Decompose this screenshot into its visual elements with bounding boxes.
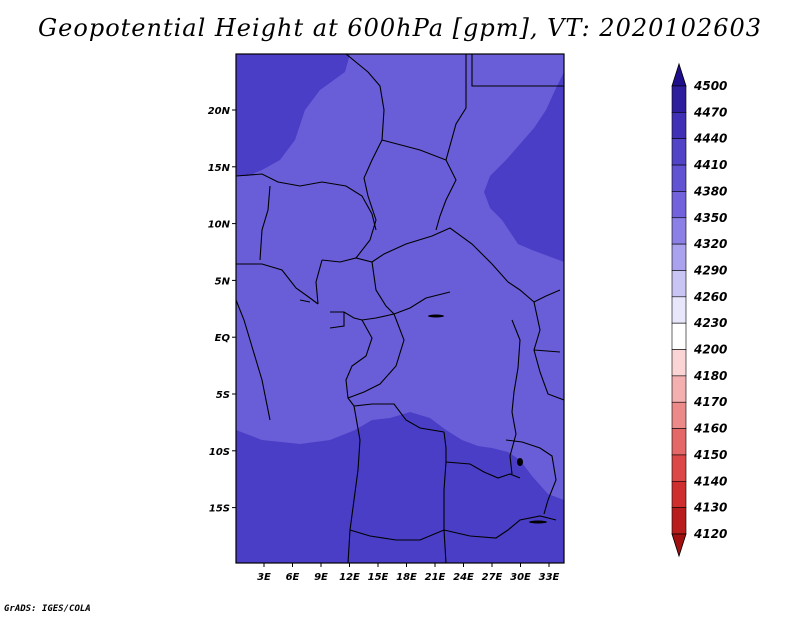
- colorbar-label: 4180: [693, 369, 727, 383]
- colorbar-swatch: [671, 322, 687, 350]
- colorbar-swatch: [671, 375, 687, 403]
- longitude-axis: 3E 6E 9E 12E 15E 18E 21E 24E 27E 30E 33E: [257, 563, 560, 583]
- colorbar-swatch: [671, 112, 687, 140]
- lon-tick-label: 15E: [368, 572, 389, 583]
- lon-tick-label: 3E: [257, 572, 271, 583]
- colorbar-label: 4130: [693, 501, 727, 515]
- colorbar: 4500 4470 4440 4410 4380 4350 4320 4290 4260 4230…: [671, 62, 727, 558]
- lat-tick-label: 5S: [216, 390, 230, 401]
- colorbar-swatch: [671, 270, 687, 298]
- colorbar-label: 4140: [693, 474, 727, 488]
- map-plot-area: [236, 54, 564, 563]
- lon-tick-label: 33E: [539, 572, 560, 583]
- lon-tick-label: 18E: [396, 572, 417, 583]
- colorbar-label: 4470: [693, 105, 727, 119]
- colorbar-swatch: [671, 191, 687, 219]
- colorbar-label: 4320: [693, 237, 727, 251]
- colorbar-swatch: [671, 85, 687, 113]
- lat-tick-label: EQ: [215, 333, 231, 344]
- colorbar-label: 4350: [693, 211, 727, 225]
- colorbar-label: 4230: [693, 316, 727, 330]
- colorbar-label: 4500: [693, 79, 727, 93]
- colorbar-label: 4120: [693, 527, 727, 541]
- colorbar-label: 4290: [693, 263, 727, 277]
- lon-tick-label: 24E: [453, 572, 474, 583]
- colorbar-swatch: [671, 428, 687, 456]
- colorbar-swatch: [671, 401, 687, 429]
- map-frame: [235, 53, 565, 564]
- colorbar-label: 4440: [693, 132, 727, 146]
- colorbar-label: 4380: [693, 184, 727, 198]
- lon-tick-label: 12E: [339, 572, 360, 583]
- lat-tick-label: 15S: [209, 504, 230, 515]
- credit-text: GrADS: IGES/COLA: [4, 604, 91, 614]
- colorbar-swatch: [671, 507, 687, 535]
- lon-tick-label: 9E: [314, 572, 328, 583]
- lat-tick-label: 15N: [208, 163, 231, 174]
- height-field-4440-south: [236, 412, 564, 563]
- colorbar-swatch: [671, 217, 687, 245]
- colorbar-swatch: [671, 138, 687, 166]
- lon-tick-label: 27E: [482, 572, 503, 583]
- colorbar-label: 4410: [693, 158, 727, 172]
- colorbar-swatch: [671, 349, 687, 377]
- colorbar-label: 4150: [693, 448, 727, 462]
- colorbar-bottom-arrow: [671, 533, 687, 558]
- colorbar-label: 4160: [693, 422, 727, 436]
- lat-tick-label: 10N: [208, 220, 231, 231]
- lon-tick-label: 6E: [286, 572, 300, 583]
- height-field-4440-northeast: [484, 54, 564, 262]
- colorbar-swatch: [671, 454, 687, 482]
- colorbar-swatch: [671, 296, 687, 324]
- country-borders: [236, 54, 564, 563]
- lat-tick-label: 5N: [215, 276, 231, 287]
- lat-tick-label: 20N: [208, 106, 231, 117]
- colorbar-top-arrow: [671, 62, 687, 87]
- colorbar-label: 4170: [693, 395, 727, 409]
- chart-title: Geopotential Height at 600hPa [gpm], VT:…: [38, 14, 762, 42]
- lat-tick-label: 10S: [209, 447, 230, 458]
- lon-tick-label: 30E: [510, 572, 531, 583]
- colorbar-swatch: [671, 480, 687, 508]
- colorbar-swatch: [671, 243, 687, 271]
- lon-tick-label: 21E: [425, 572, 446, 583]
- colorbar-label: 4200: [693, 343, 727, 357]
- colorbar-label: 4260: [693, 290, 727, 304]
- lakes: [428, 314, 547, 524]
- colorbar-swatch: [671, 164, 687, 192]
- height-field-4440-northwest: [236, 54, 350, 176]
- latitude-axis: 20N 15N 10N 5N EQ 5S 10S 15S: [208, 106, 236, 515]
